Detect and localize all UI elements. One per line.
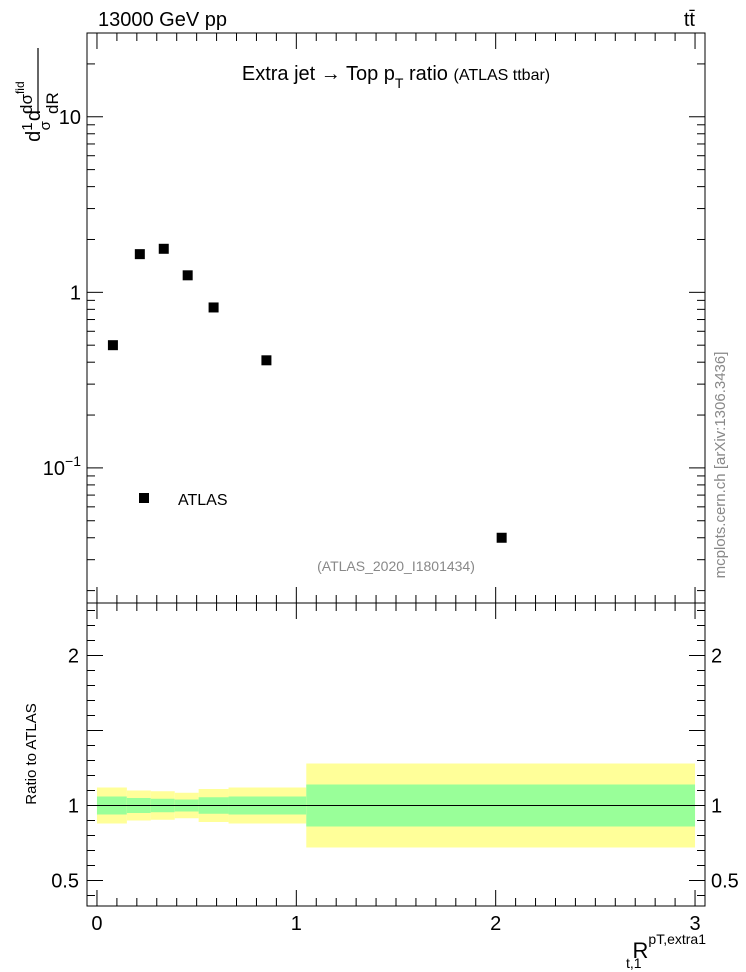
data-point [182,270,193,281]
plot-title-tail: ratio [403,63,447,85]
plot-title-sub: T [395,75,404,91]
ratio-ylabel: Ratio to ATLAS [23,703,40,804]
main-ytick-label: 10 [59,107,81,129]
ratio-xtick-label: 1 [291,913,302,935]
main-panel: 10 1 10−1 Extra jet → Top pT ratio (ATLAS … [13,32,706,604]
data-point [134,249,145,260]
ratio-ticks: 2 2 1 1 0.5 0.5 0 1 2 3 [51,603,739,935]
main-ytick-label: 10−1 [43,453,81,480]
ratio-xtick-label: 3 [689,913,700,935]
ratio-ytick-label-right: 1 [711,796,722,818]
plot-title-main: Extra jet → Top p [242,63,395,85]
main-ytick-label: 1 [70,282,81,304]
main-ticks: 10 1 10−1 [43,32,705,603]
ratio-ytick-label-left: 1 [68,796,79,818]
ratio-xlabel-sup: pT,extra1 [648,931,706,947]
legend-entry-atlas: ATLAS [178,492,228,509]
ratio-xtick-label: 0 [91,913,102,935]
ratio-xtick-label: 2 [490,913,501,935]
plot-title-tag: (ATLAS ttbar) [454,67,551,84]
plot-title: Extra jet → Top pT ratio (ATLAS ttbar) [242,63,550,91]
energy-label: 13000 GeV pp [98,9,227,31]
data-point [158,243,169,254]
data-point [496,532,507,543]
ratio-ytick-label-right: 2 [711,646,722,668]
ratio-ytick-label-left: 0.5 [51,871,79,893]
analysis-label: (ATLAS_2020_I1801434) [317,558,475,574]
side-label: mcplots.cern.ch [arXiv:1306.3436] [712,352,729,579]
svg-text:dR: dR [43,92,62,114]
main-points [107,243,507,543]
data-point [208,302,219,313]
main-ylabel: d1σd dσfid dR [13,48,62,142]
process-label: tt̄ [684,9,696,31]
ratio-panel: 2 2 1 1 0.5 0.5 0 1 2 3 Ratio to ATLAS RpT,extra1… [23,602,739,971]
ratio-xlabel: RpT,extra1 t,1 [626,931,706,971]
legend-marker [139,493,149,503]
main-plot-frame [86,32,706,604]
data-point [107,340,118,351]
svg-text:dσfid: dσfid [13,81,36,114]
ratio-xlabel-main: R [633,938,649,963]
ratio-ytick-label-left: 2 [68,646,79,668]
legend: ATLAS [139,492,228,509]
ratio-ytick-label-right: 0.5 [711,871,739,893]
ratio-plot-frame [86,602,706,907]
ratio-xlabel-sub: t,1 [626,955,642,971]
data-point [261,355,272,366]
